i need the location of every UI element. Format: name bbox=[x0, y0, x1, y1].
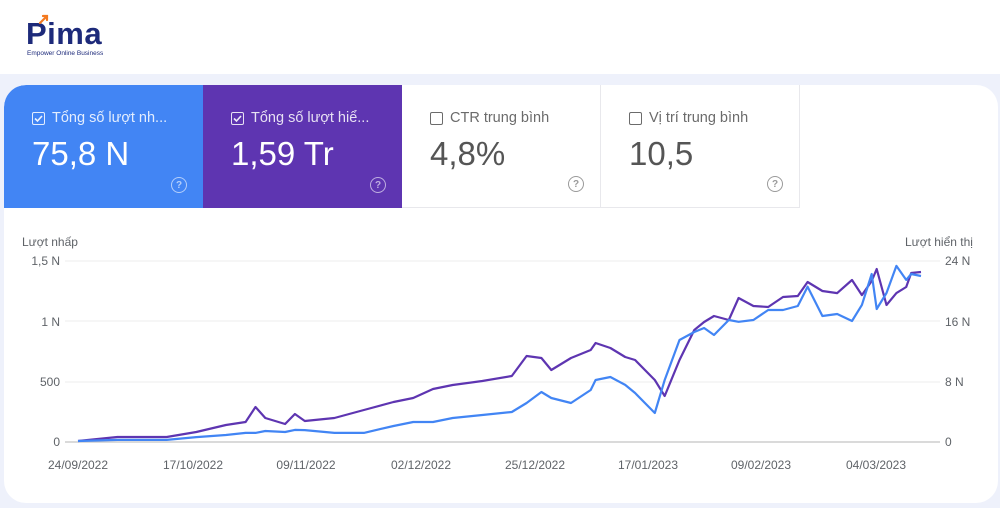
metric-card-ctr[interactable]: CTR trung bình 4,8% ? bbox=[402, 85, 601, 208]
metric-label: Tổng số lượt hiể... bbox=[251, 110, 370, 126]
metric-card-clicks[interactable]: Tổng số lượt nh... 75,8 N ? bbox=[4, 85, 203, 208]
x-tick: 25/12/2022 bbox=[504, 458, 566, 472]
metric-value: 4,8% bbox=[430, 135, 506, 172]
metric-value: 75,8 N bbox=[32, 135, 130, 172]
checkbox-checked-icon[interactable] bbox=[32, 111, 45, 125]
x-tick: 02/12/2022 bbox=[390, 458, 452, 472]
metric-label: CTR trung bình bbox=[450, 110, 550, 126]
metric-label: Tổng số lượt nh... bbox=[52, 110, 168, 126]
help-icon[interactable]: ? bbox=[171, 177, 187, 193]
x-tick: 17/01/2023 bbox=[617, 458, 679, 472]
y-tick: 1 N bbox=[41, 315, 60, 329]
y2-tick: 8 N bbox=[945, 375, 964, 389]
checkbox-checked-icon[interactable] bbox=[231, 111, 244, 125]
brand-tagline: Empower Online Business bbox=[27, 50, 104, 57]
metric-card-position[interactable]: Vị trí trung bình 10,5 ? bbox=[601, 85, 800, 208]
logo-arrow-icon bbox=[39, 14, 49, 24]
y-tick: 500 bbox=[39, 375, 60, 389]
left-axis-title: Lượt nhấp bbox=[22, 235, 78, 249]
x-tick: 04/03/2023 bbox=[845, 458, 907, 472]
x-tick: 24/09/2022 bbox=[47, 458, 109, 472]
y2-tick: 0 bbox=[945, 435, 952, 449]
x-tick: 17/10/2022 bbox=[162, 458, 224, 472]
metric-cards: Tổng số lượt nh... 75,8 N ? Tổng số lượt… bbox=[4, 85, 800, 208]
y2-tick: 24 N bbox=[945, 254, 971, 268]
y-tick: 1,5 N bbox=[31, 254, 60, 268]
metric-label: Vị trí trung bình bbox=[649, 110, 749, 126]
brand-logo: Pima Empower Online Business bbox=[26, 14, 136, 60]
x-tick: 09/02/2023 bbox=[730, 458, 792, 472]
metric-value: 10,5 bbox=[629, 135, 694, 172]
performance-panel: Tổng số lượt nh... 75,8 N ? Tổng số lượt… bbox=[4, 85, 998, 503]
y-tick: 0 bbox=[53, 435, 60, 449]
gridlines bbox=[65, 260, 940, 443]
impressions-line bbox=[77, 267, 922, 443]
y2-tick: 16 N bbox=[945, 315, 971, 329]
help-icon[interactable]: ? bbox=[767, 176, 783, 192]
checkbox-unchecked-icon[interactable] bbox=[430, 111, 443, 125]
right-axis-title: Lượt hiển thị bbox=[905, 235, 973, 249]
x-tick: 09/11/2022 bbox=[276, 458, 336, 472]
help-icon[interactable]: ? bbox=[568, 176, 584, 192]
checkbox-unchecked-icon[interactable] bbox=[629, 111, 642, 125]
clicks-line bbox=[77, 264, 922, 443]
help-icon[interactable]: ? bbox=[370, 177, 386, 193]
brand-name: Pima bbox=[26, 16, 103, 51]
metric-card-impressions[interactable]: Tổng số lượt hiể... 1,59 Tr ? bbox=[203, 85, 402, 208]
metric-value: 1,59 Tr bbox=[231, 135, 334, 172]
